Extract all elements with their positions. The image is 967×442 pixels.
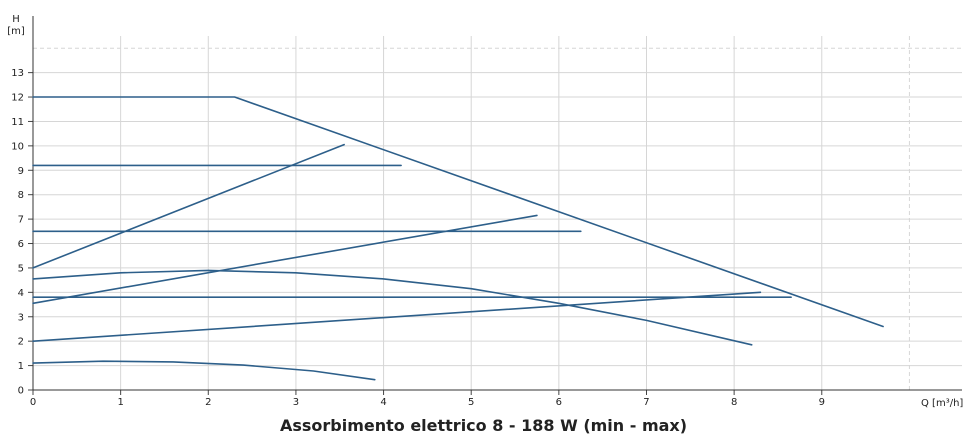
series-line	[32, 360, 376, 381]
series-line	[32, 291, 762, 343]
x-tick-label: 4	[380, 397, 386, 408]
chart-title: Assorbimento elettrico 8 - 188 W (min - …	[279, 416, 688, 435]
y-tick-label: 5	[18, 263, 24, 274]
x-tick-label: 1	[117, 397, 123, 408]
x-tick-label: 7	[643, 397, 649, 408]
y-tick-label: 12	[11, 93, 24, 104]
x-tick-label: 6	[556, 397, 562, 408]
y-tick-label: 11	[11, 117, 24, 128]
series-line	[32, 143, 345, 269]
y-tick-label: 7	[18, 215, 24, 226]
series-line	[32, 214, 538, 305]
y-tick-label: 10	[11, 141, 24, 152]
y-tick-label: 4	[18, 288, 24, 299]
y-tick-label: 8	[18, 190, 24, 201]
x-tick-label: 2	[205, 397, 211, 408]
series-line	[32, 269, 753, 346]
y-tick-label: 0	[18, 386, 24, 397]
x-tick-label: 3	[293, 397, 299, 408]
x-tick-label: 8	[731, 397, 737, 408]
y-tick-label: 9	[18, 166, 24, 177]
x-tick-label: 0	[30, 397, 36, 408]
y-tick-label: 13	[11, 68, 24, 79]
y-tick-label: 1	[18, 361, 24, 372]
x-tick-label: 5	[468, 397, 474, 408]
y-tick-label: 6	[18, 239, 24, 250]
y-axis-unit: [m]	[7, 26, 25, 37]
curve-lines	[32, 96, 884, 381]
axes	[28, 16, 962, 395]
x-axis-label: Q [m³/h]	[921, 398, 963, 409]
y-axis-label: H	[12, 14, 20, 25]
x-tick-label: 9	[819, 397, 825, 408]
y-tick-label: 3	[18, 312, 24, 323]
series-line	[32, 96, 884, 328]
y-tick-label: 2	[18, 337, 24, 348]
